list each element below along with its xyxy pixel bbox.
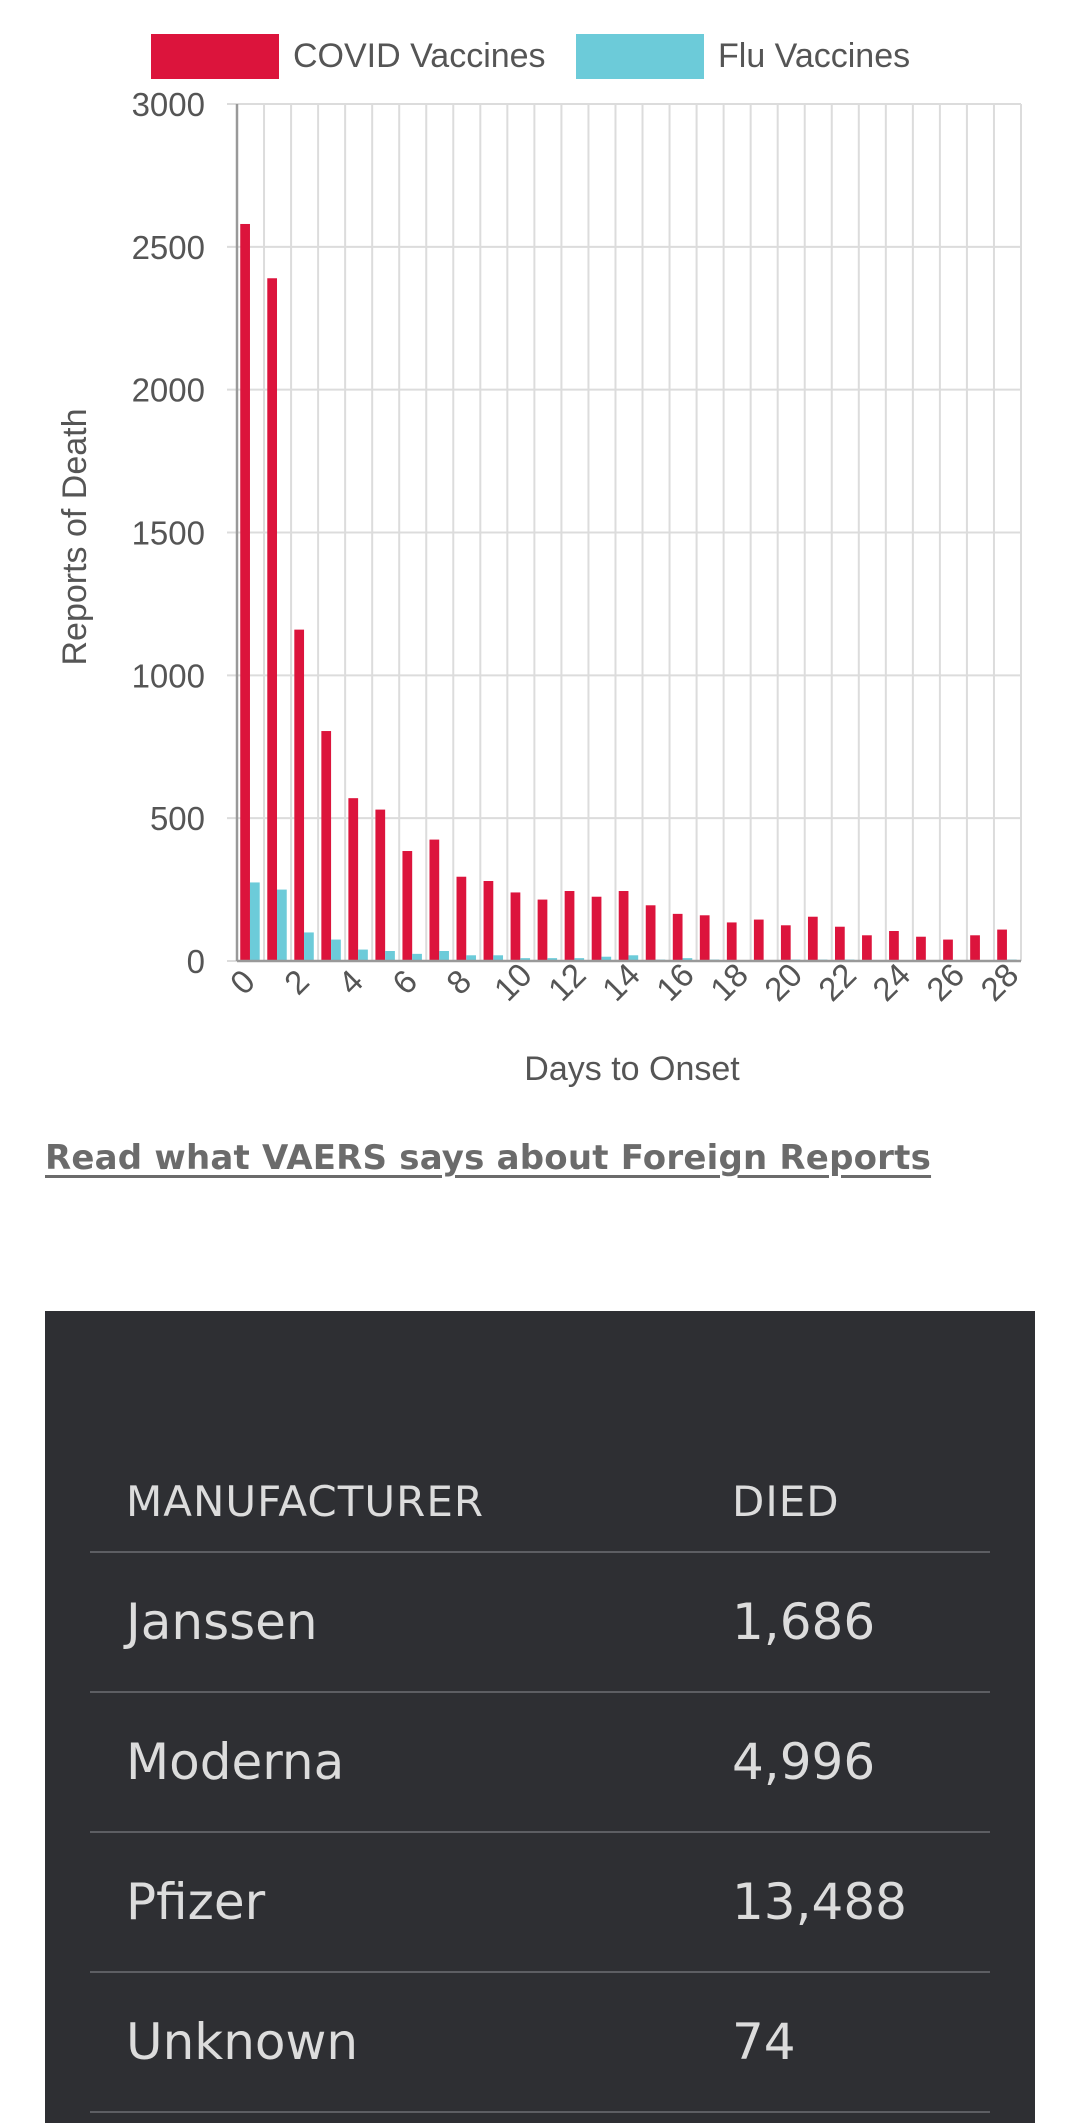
flu-bar <box>331 939 341 961</box>
legend-label: COVID Vaccines <box>293 37 546 75</box>
manufacturer-cell: Moderna <box>90 1692 696 1833</box>
covid-bar <box>916 936 926 961</box>
y-tick-label: 3000 <box>132 86 205 123</box>
covid-bar <box>429 839 440 961</box>
manufacturer-cell: Pfizer <box>90 1832 696 1973</box>
covid-bar <box>402 851 413 961</box>
died-cell: 4,996 <box>696 1692 990 1833</box>
covid-bar <box>537 899 548 961</box>
covid-bar <box>483 881 494 961</box>
x-tick-label: 18 <box>703 956 755 1008</box>
covid-bar <box>456 876 467 961</box>
x-tick-label: 16 <box>649 956 701 1008</box>
x-tick-label: 20 <box>757 956 809 1008</box>
x-tick-label: 22 <box>811 956 863 1008</box>
covid-bar <box>645 905 656 961</box>
y-tick-label: 1000 <box>132 657 205 694</box>
flu-bar <box>304 932 314 961</box>
x-tick-label: 4 <box>331 962 370 1001</box>
x-tick-label: 14 <box>595 956 647 1008</box>
x-tick-label: 2 <box>277 962 316 1001</box>
x-axis-title: Days to Onset <box>524 1050 740 1088</box>
flu-bar <box>385 951 395 961</box>
chart-legend: COVID Vaccines Flu Vaccines <box>151 34 910 79</box>
flu-bar <box>547 958 558 961</box>
died-cell: 74 <box>696 1972 990 2113</box>
manufacturer-table-panel: MANUFACTURER DIED Janssen 1,686 Moderna … <box>45 1311 1035 2123</box>
flu-bar <box>277 889 287 961</box>
covid-bar <box>240 223 250 962</box>
covid-bar <box>807 916 818 961</box>
x-tick-label: 24 <box>865 956 917 1008</box>
covid-bar <box>267 278 278 961</box>
covid-bar <box>591 896 602 961</box>
flu-bar <box>628 955 639 961</box>
y-tick-label: 500 <box>150 800 205 837</box>
table-row: Unknown 74 <box>90 1972 990 2113</box>
flu-bar <box>493 955 504 961</box>
legend-label: Flu Vaccines <box>718 37 910 75</box>
covid-bar <box>375 809 386 961</box>
covid-bar <box>862 935 872 961</box>
x-tick-label: 0 <box>223 962 262 1001</box>
x-tick-label: 6 <box>385 962 424 1001</box>
covid-bar <box>348 798 359 961</box>
table-row: Janssen 1,686 <box>90 1552 990 1693</box>
died-cell: 1,686 <box>696 1552 990 1693</box>
table-row: Moderna 4,996 <box>90 1692 990 1833</box>
flu-bar <box>574 958 585 961</box>
x-tick-label: 10 <box>487 956 539 1008</box>
covid-bar <box>564 891 575 961</box>
covid-bar <box>889 931 899 961</box>
legend-swatch <box>151 34 279 79</box>
x-tick-label: 8 <box>439 962 478 1001</box>
covid-bar <box>835 926 845 961</box>
flu-bar <box>412 953 422 961</box>
flu-bar <box>682 958 693 961</box>
covid-bar <box>780 925 791 961</box>
covid-bar <box>943 939 953 961</box>
flu-bar <box>601 956 612 961</box>
chart-grid <box>227 103 1022 962</box>
covid-bar <box>618 891 629 961</box>
manufacturer-cell: Unknown <box>90 1972 696 2113</box>
y-axis-title: Reports of Death <box>56 408 94 665</box>
covid-bar <box>970 935 980 961</box>
covid-bar <box>753 919 764 961</box>
died-header: DIED <box>696 1451 990 1553</box>
y-tick-label: 0 <box>187 943 205 980</box>
x-tick-label: 28 <box>973 956 1025 1008</box>
covid-bar <box>726 922 737 961</box>
x-tick-label: 12 <box>541 956 593 1008</box>
manufacturer-cell: Janssen <box>90 1552 696 1693</box>
covid-bar <box>997 929 1007 961</box>
table-row: Pfizer 13,488 <box>90 1832 990 1973</box>
y-tick-label: 1500 <box>132 515 205 552</box>
flu-bar <box>358 949 368 961</box>
manufacturer-table: MANUFACTURER DIED Janssen 1,686 Moderna … <box>90 1451 990 2113</box>
manufacturer-header: MANUFACTURER <box>90 1451 696 1553</box>
flu-bar <box>439 951 449 961</box>
chart-bars <box>240 223 1017 962</box>
covid-bar <box>294 629 305 961</box>
foreign-reports-link[interactable]: Read what VAERS says about Foreign Repor… <box>45 1138 932 1178</box>
died-cell: 13,488 <box>696 1832 990 1973</box>
covid-bar <box>321 731 332 961</box>
legend-swatch <box>576 34 704 79</box>
table-header-row: MANUFACTURER DIED <box>90 1451 990 1553</box>
flu-bar <box>466 955 476 961</box>
y-tick-label: 2000 <box>132 372 205 409</box>
covid-bar <box>699 915 710 961</box>
covid-bar <box>672 913 683 961</box>
flu-bar <box>249 882 260 961</box>
covid-bar <box>510 892 521 961</box>
y-tick-label: 2500 <box>132 229 205 266</box>
x-tick-label: 26 <box>919 956 971 1008</box>
flu-bar <box>520 958 531 961</box>
